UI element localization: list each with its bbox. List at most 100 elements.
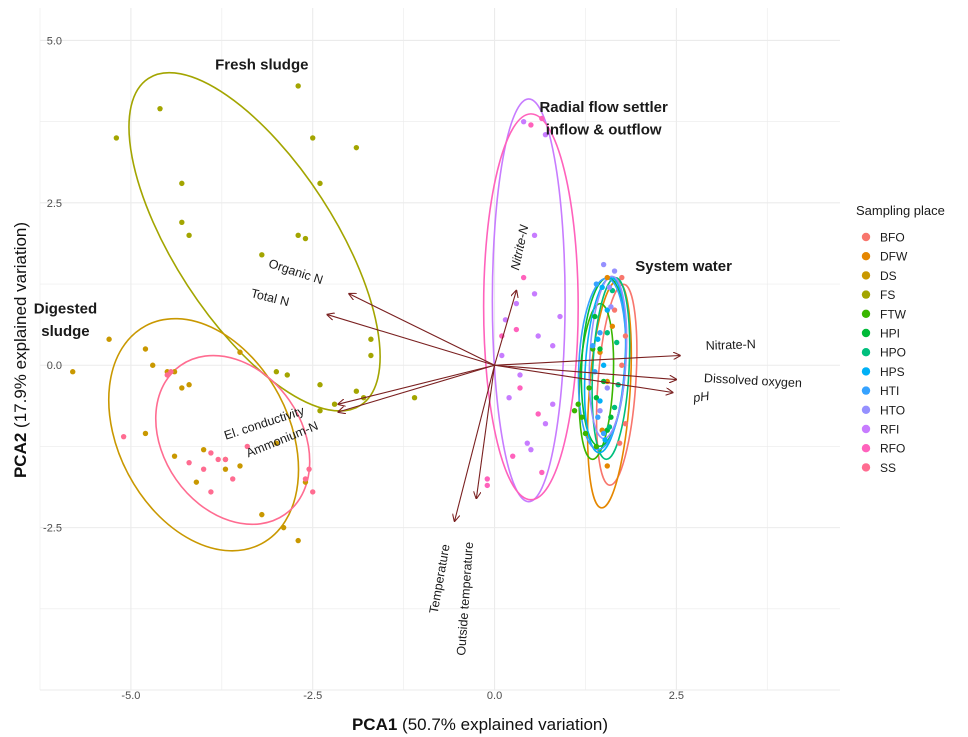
loading-label: pH [691, 389, 711, 405]
ellipse-ds [107, 317, 300, 552]
point-ds [171, 453, 178, 459]
point-rfi [517, 372, 523, 378]
loading-arrow [494, 291, 517, 366]
point-ds [142, 430, 149, 437]
legend-label: HTI [880, 384, 899, 398]
point-fs [411, 395, 418, 401]
point-fs [302, 235, 309, 242]
point-hpi [592, 313, 598, 320]
point-fs [113, 135, 120, 141]
point-fs [179, 180, 185, 187]
ellipse-bfo [595, 283, 638, 486]
point-fs [317, 180, 323, 187]
point-hps [600, 362, 607, 368]
point-fs [259, 252, 265, 258]
axis-ticks: -5.0 -2.5 0.0 2.5 -2.5 0.0 2.5 5.0 [43, 35, 684, 702]
group-label: Fresh sludge [215, 57, 308, 74]
x-axis-title: PCA1 (50.7% explained variation) [352, 715, 608, 734]
loading-label: Temperature [427, 543, 453, 615]
legend-title: Sampling place [856, 203, 945, 218]
point-ss [168, 369, 174, 375]
point-rfi [502, 317, 509, 323]
y-axis-title: PCA2 (17.9% explained variation) [11, 222, 30, 478]
point-ss [222, 456, 229, 463]
point-ds [200, 446, 207, 453]
legend-label: FS [880, 288, 895, 302]
legend-label: FTW [880, 307, 907, 321]
point-hps [597, 398, 603, 404]
legend-key [861, 386, 871, 395]
point-fs [186, 232, 192, 239]
group-label: System water [635, 258, 732, 275]
point-rfi [524, 440, 530, 446]
ellipse-rfi [491, 98, 566, 503]
point-rfo [528, 122, 534, 128]
group-labels: Fresh sludge Radial flow settler inflow & … [34, 57, 732, 340]
point-fs [157, 105, 163, 112]
point-fs [353, 388, 360, 394]
point-rfo [535, 411, 541, 417]
legend-label: RFI [880, 423, 899, 437]
point-ss [302, 476, 309, 482]
point-hti [595, 414, 601, 420]
legend-label: HPO [880, 346, 906, 360]
loading-arrow [349, 294, 495, 366]
point-ds [106, 336, 112, 342]
loading-arrow [455, 365, 496, 521]
point-ds [193, 479, 200, 485]
point-fs [295, 232, 301, 239]
y-tick-label: -2.5 [43, 523, 62, 535]
loading-label: Outside temperature [454, 541, 476, 656]
point-rfi [557, 313, 563, 320]
legend-key [861, 309, 871, 318]
x-tick-label: 0.0 [487, 690, 502, 702]
point-bfo [619, 362, 625, 368]
point-dfw [604, 463, 610, 469]
point-hto [611, 268, 618, 274]
y-tick-label: 0.0 [47, 360, 62, 372]
loading-label: Nitrate-N [706, 337, 756, 353]
point-ss [200, 466, 207, 472]
group-label: sludge [41, 323, 89, 340]
point-rfi [550, 343, 556, 349]
point-rfi [531, 232, 538, 239]
point-rfi [542, 131, 549, 138]
point-rfi [550, 401, 556, 407]
point-rfo [484, 482, 490, 489]
point-fs [331, 401, 338, 407]
point-hpo [604, 330, 610, 336]
legend-key [861, 290, 871, 299]
legend-label: DS [880, 269, 897, 283]
point-ds [237, 349, 243, 355]
x-tick-label: 2.5 [669, 690, 684, 702]
legend-label: BFO [880, 231, 905, 245]
loading-arrow [494, 364, 673, 392]
point-fs [317, 382, 323, 388]
point-rfo [484, 476, 490, 482]
point-hpo [615, 382, 621, 388]
x-tick-label: -2.5 [303, 690, 322, 702]
loading-arrow [494, 355, 680, 366]
point-hti [593, 281, 600, 287]
point-bfo [616, 440, 623, 446]
point-ds [259, 511, 265, 518]
point-hpo [614, 339, 620, 346]
point-bfo [619, 274, 625, 281]
point-hti [597, 330, 603, 336]
point-hto [597, 408, 603, 414]
ellipse-ftw [578, 302, 615, 461]
point-hps [602, 437, 608, 443]
legend-label: SS [880, 461, 896, 475]
point-fs [284, 372, 290, 378]
point-ds [295, 537, 301, 544]
ellipse-fs [128, 71, 381, 412]
confidence-ellipses [107, 71, 638, 552]
point-fs [368, 336, 374, 342]
loading-arrow [494, 364, 677, 379]
point-ds [280, 524, 287, 531]
point-fs [179, 219, 185, 226]
x-tick-label: -5.0 [121, 690, 140, 702]
point-fs [353, 144, 360, 151]
point-fs [317, 408, 323, 414]
